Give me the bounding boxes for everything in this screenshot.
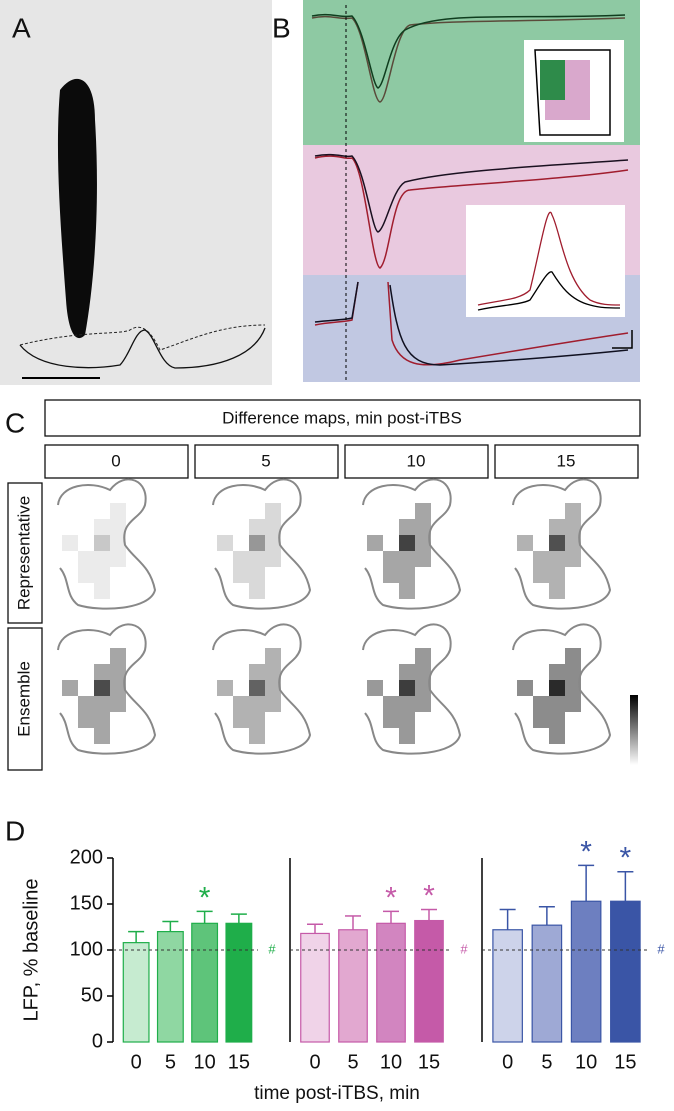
x-tick-label: 15 bbox=[418, 1051, 440, 1073]
y-tick-label: 50 bbox=[81, 984, 103, 1006]
baseline-mark: # bbox=[460, 941, 468, 956]
heatmap bbox=[57, 623, 156, 755]
significance: * bbox=[199, 881, 211, 914]
header-box bbox=[44, 399, 641, 437]
bar bbox=[610, 900, 641, 1043]
y-axis-label: LFP, % baseline bbox=[20, 878, 42, 1021]
x-tick-label: 15 bbox=[614, 1051, 636, 1073]
bar bbox=[338, 929, 368, 1043]
panel-label: B bbox=[272, 12, 291, 43]
x-tick-label: 5 bbox=[347, 1051, 358, 1073]
colorbar bbox=[630, 695, 638, 765]
heat-cell bbox=[94, 535, 110, 551]
bar bbox=[191, 922, 219, 1043]
row-label: Representative bbox=[14, 496, 33, 610]
y-tick-label: 150 bbox=[70, 892, 103, 914]
bar bbox=[570, 900, 602, 1043]
baseline-mark: # bbox=[657, 941, 665, 956]
column-box bbox=[494, 444, 639, 479]
column-box bbox=[44, 444, 189, 479]
y-tick-label: 100 bbox=[70, 938, 103, 960]
heat-cell bbox=[549, 535, 565, 551]
x-tick-label: 15 bbox=[228, 1051, 250, 1073]
significance: * bbox=[423, 879, 435, 912]
column-box bbox=[194, 444, 339, 479]
bar bbox=[414, 919, 444, 1043]
significance: * bbox=[620, 842, 632, 875]
heatmap bbox=[512, 478, 611, 610]
bar bbox=[376, 922, 406, 1043]
column-label: 15 bbox=[557, 451, 576, 470]
x-tick-label: 0 bbox=[502, 1051, 513, 1073]
row-box bbox=[7, 627, 43, 771]
column-label: 5 bbox=[261, 451, 270, 470]
column-label: 0 bbox=[111, 451, 120, 470]
x-tick-label: 0 bbox=[309, 1051, 320, 1073]
heatmap bbox=[212, 623, 311, 755]
row-label: Ensemble bbox=[14, 661, 33, 737]
x-tick-label: 0 bbox=[131, 1051, 142, 1073]
heat-cell bbox=[94, 680, 110, 696]
heatmap bbox=[57, 478, 156, 610]
heat-cell bbox=[249, 680, 265, 696]
heat-cell bbox=[399, 680, 415, 696]
column-label: 10 bbox=[407, 451, 426, 470]
bar bbox=[225, 922, 253, 1043]
bar bbox=[531, 924, 563, 1043]
heatmap bbox=[212, 478, 311, 610]
heat-cell bbox=[249, 535, 265, 551]
lesion bbox=[57, 78, 97, 339]
panel-label: C bbox=[5, 407, 25, 438]
column-box bbox=[344, 444, 489, 479]
row-box bbox=[7, 482, 43, 624]
heat-cell bbox=[549, 680, 565, 696]
significance: * bbox=[385, 881, 397, 914]
panel-label: A bbox=[12, 12, 31, 43]
baseline-mark: # bbox=[268, 941, 276, 956]
significance: * bbox=[580, 835, 592, 868]
x-tick-label: 10 bbox=[194, 1051, 216, 1073]
map-header: Difference maps, min post-iTBS bbox=[222, 408, 462, 427]
bar bbox=[122, 942, 150, 1043]
bar bbox=[492, 929, 523, 1043]
bar bbox=[156, 930, 184, 1043]
x-tick-label: 5 bbox=[541, 1051, 552, 1073]
heatmap bbox=[362, 623, 461, 755]
x-tick-label: 5 bbox=[165, 1051, 176, 1073]
y-tick-label: 0 bbox=[92, 1030, 103, 1052]
heatmap bbox=[512, 623, 611, 755]
x-axis-label: time post-iTBS, min bbox=[254, 1083, 420, 1104]
x-tick-label: 10 bbox=[575, 1051, 597, 1073]
heat-cell bbox=[399, 535, 415, 551]
histology bbox=[0, 0, 272, 385]
y-tick-label: 200 bbox=[70, 846, 103, 868]
panel-label: D bbox=[5, 815, 25, 846]
heatmap bbox=[362, 478, 461, 610]
bar bbox=[300, 932, 330, 1043]
x-tick-label: 10 bbox=[380, 1051, 402, 1073]
